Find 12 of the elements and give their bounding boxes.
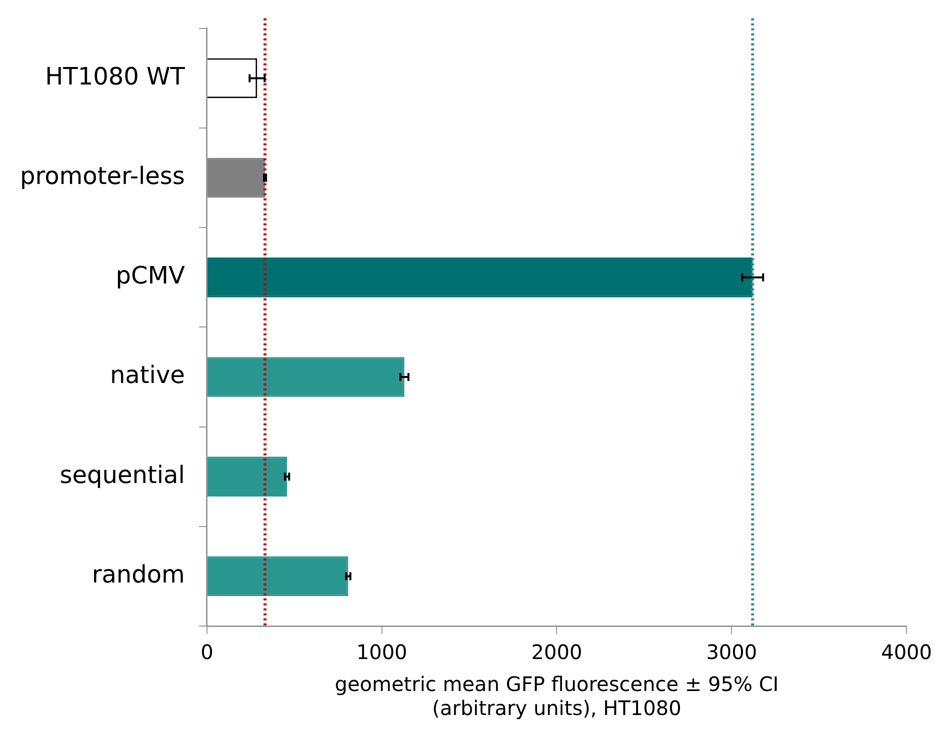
x-tick-label: 1000 [356,640,408,664]
y-tick-label: sequential [60,460,185,489]
y-tick-label: random [92,560,185,588]
x-tick-label: 3000 [706,640,758,664]
y-tick-label: pCMV [116,262,186,290]
x-tick-label: 4000 [881,640,932,664]
x-tick-label: 0 [200,640,214,664]
x-tick-label: 2000 [531,640,582,664]
x-axis-title: geometric mean GFP fluorescence ± 95% CI (arbitrary units), HT1080 [334,672,779,720]
y-tick-label: promoter-less [20,162,185,190]
y-tick-label: HT1080 WT [45,62,186,90]
y-tick-label: native [110,361,185,390]
